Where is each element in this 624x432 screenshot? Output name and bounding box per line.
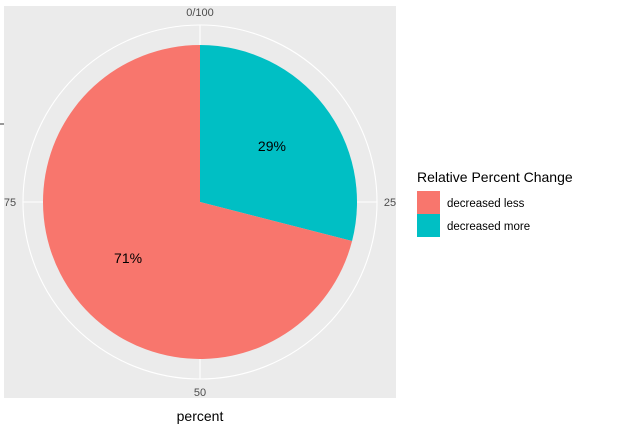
slice-label-decreased-less: 71% (114, 250, 142, 266)
pie-slice-decreased-more (200, 45, 358, 242)
legend-label-decreased-less: decreased less (447, 198, 525, 210)
theta-tick-label: 0/100 (186, 7, 214, 19)
theta-tick-label: 75 (4, 197, 16, 209)
legend-title: Relative Percent Change (417, 169, 573, 185)
legend-key-decreased-less (417, 191, 440, 214)
slice-label-decreased-more: 29% (258, 138, 286, 154)
legend-items: decreased less decreased more (417, 191, 530, 237)
x-axis-title: percent (177, 408, 224, 424)
theta-tick-label: 50 (194, 387, 206, 399)
tick-layer: 0/100 25 50 75 (4, 7, 396, 399)
legend: Relative Percent Change decreased lessde… (417, 169, 573, 237)
slice-layer: 29% 71% (43, 45, 358, 359)
legend-label-decreased-more: decreased more (447, 221, 530, 233)
legend-key-decreased-more (417, 214, 440, 237)
theta-tick-label: 25 (384, 197, 396, 209)
pie-slice-decreased-less (43, 45, 353, 359)
